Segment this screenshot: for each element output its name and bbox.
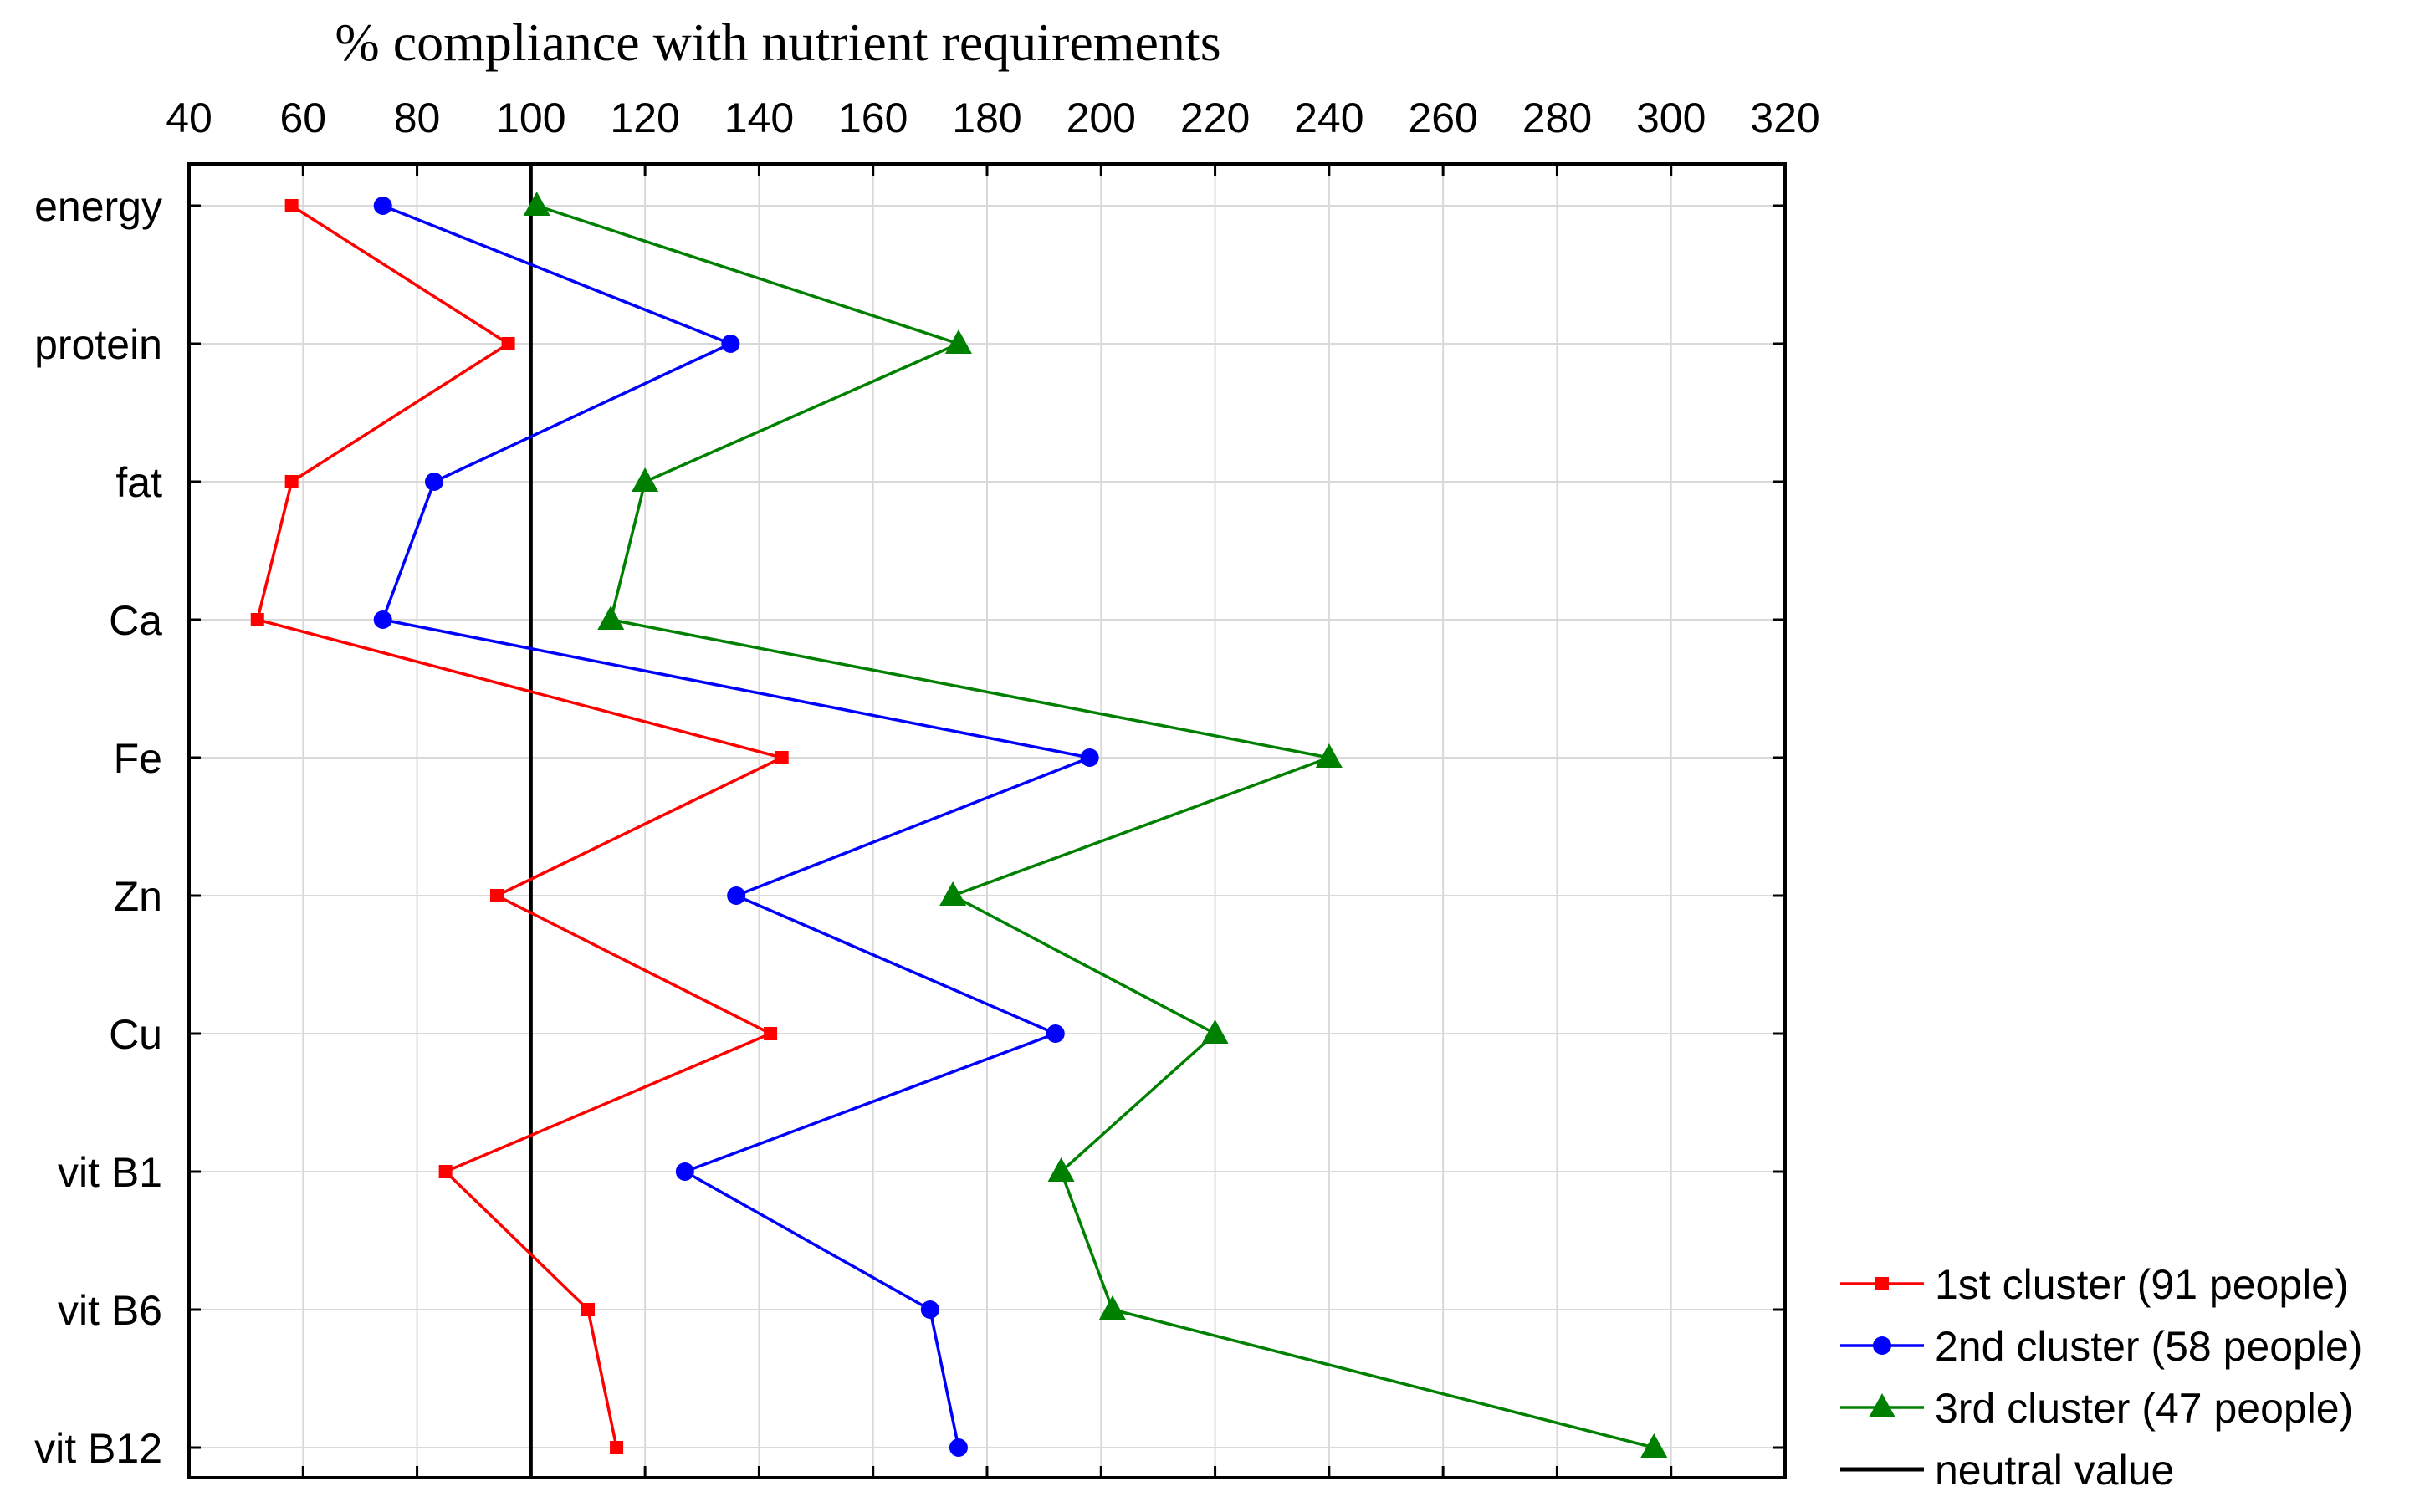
data-point (727, 886, 746, 905)
data-point (1080, 748, 1099, 767)
x-tick-label: 260 (1408, 94, 1477, 141)
series-line (381, 204, 1095, 1448)
data-point (764, 1027, 778, 1040)
data-point (1315, 743, 1343, 768)
series-3 (523, 192, 1668, 1458)
x-tick-label: 320 (1750, 94, 1819, 141)
x-tick-label: 100 (496, 94, 565, 141)
x-tick-label: 60 (279, 94, 326, 141)
legend-item: neutral value (1840, 1447, 2174, 1494)
data-point (610, 1441, 624, 1454)
legend-label: 3rd cluster (47 people) (1935, 1385, 2353, 1432)
data-point (939, 881, 967, 906)
plot-frame (187, 162, 1787, 1479)
data-point (944, 329, 972, 354)
category-label: vit B1 (58, 1149, 162, 1196)
x-tick-label: 120 (610, 94, 679, 141)
category-label: vit B6 (58, 1287, 162, 1334)
series-layer (250, 192, 1668, 1458)
data-point (949, 1438, 968, 1457)
data-point (1047, 1157, 1075, 1182)
category-label: vit B12 (34, 1425, 162, 1472)
data-point (721, 335, 740, 353)
x-tick-label: 160 (838, 94, 908, 141)
data-point (920, 1300, 939, 1319)
legend-item: 3rd cluster (47 people) (1840, 1385, 2353, 1432)
x-tick-label: 80 (394, 94, 441, 141)
data-point (489, 889, 504, 902)
legend: 1st cluster (91 people) 2nd cluster (58 p… (1840, 1261, 2362, 1494)
category-label: protein (34, 321, 162, 368)
x-tick-label: 300 (1636, 94, 1706, 141)
x-tick-label: 40 (166, 94, 212, 141)
legend-label: neutral value (1935, 1447, 2174, 1494)
x-tick-label: 220 (1180, 94, 1250, 141)
data-point (1098, 1295, 1126, 1320)
data-point (632, 467, 659, 492)
data-point (373, 610, 392, 629)
series-1 (250, 199, 789, 1454)
legend-item: 2nd cluster (58 people) (1840, 1323, 2362, 1370)
chart-title: % compliance with nutrient requirements (335, 13, 1220, 72)
data-point (523, 192, 550, 216)
data-point (581, 1303, 595, 1316)
data-point (284, 475, 299, 488)
legend-marker (1869, 1393, 1895, 1418)
legend-marker (1875, 1277, 1889, 1290)
data-point (775, 751, 789, 764)
series-2 (373, 197, 1099, 1457)
data-point (438, 1165, 453, 1178)
category-label: Zn (114, 873, 162, 920)
data-point (373, 197, 392, 215)
category-label: Cu (109, 1011, 162, 1058)
legend-label: 1st cluster (91 people) (1935, 1261, 2349, 1308)
legend-item: 1st cluster (91 people) (1840, 1261, 2349, 1308)
category-label: fat (115, 459, 162, 506)
data-point (1201, 1019, 1229, 1044)
category-label: Ca (109, 597, 162, 644)
series-line (536, 204, 1655, 1449)
x-tick-label: 140 (724, 94, 794, 141)
data-point (1640, 1433, 1668, 1458)
data-point (675, 1162, 694, 1181)
data-point (1046, 1024, 1065, 1043)
x-axis-ticks: 40 60 80 100 120 140 160 180 200 220 240 260 280 300 3… (166, 94, 1820, 1478)
legend-marker (1873, 1336, 1891, 1355)
data-point (284, 199, 299, 212)
data-point (425, 472, 444, 491)
category-label: energy (34, 183, 162, 230)
data-point (250, 613, 264, 626)
data-point (501, 337, 515, 350)
x-tick-label: 240 (1294, 94, 1363, 141)
x-tick-label: 180 (952, 94, 1021, 141)
grid-lines (189, 164, 1785, 1478)
legend-label: 2nd cluster (58 people) (1935, 1323, 2362, 1370)
x-tick-label: 200 (1067, 94, 1136, 141)
x-tick-label: 280 (1522, 94, 1592, 141)
data-point (597, 605, 625, 630)
series-line (255, 204, 786, 1448)
category-label: Fe (114, 735, 162, 782)
y-axis-ticks: energy protein fat Ca Fe Zn Cu vit B1 vit B6 vit … (34, 183, 1785, 1472)
